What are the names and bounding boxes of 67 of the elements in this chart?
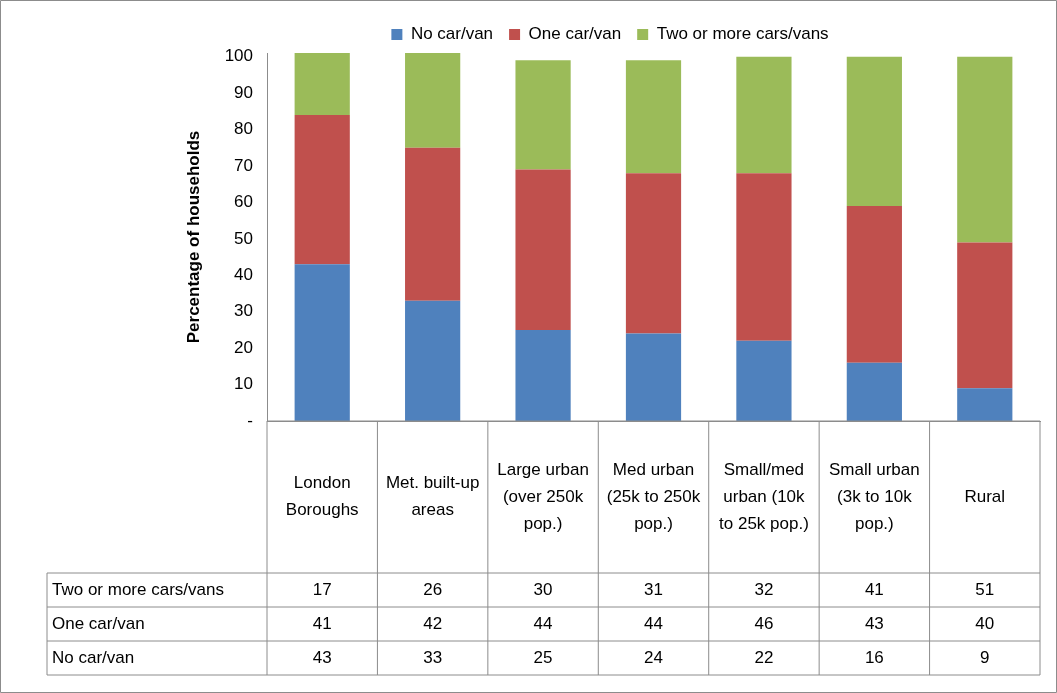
- legend-label: No car/van: [410, 24, 494, 44]
- x-tick-label: Large urban (over 250k pop.): [497, 459, 589, 533]
- data-label: 22: [754, 647, 774, 667]
- y-tick-label: -: [247, 410, 253, 430]
- y-axis-title: Percentage of households: [183, 130, 203, 344]
- bar: [625, 60, 682, 174]
- data-label: 31: [644, 579, 663, 599]
- y-tick-label: 50: [234, 228, 253, 248]
- y-tick-label: 80: [234, 119, 253, 139]
- data-label: 30: [533, 579, 553, 599]
- bar: [405, 300, 461, 421]
- text: No car/van: [52, 647, 135, 667]
- data-label: 32: [754, 579, 774, 599]
- y-tick-label: 20: [234, 337, 253, 357]
- legend-label: One car/van: [528, 24, 622, 44]
- y-tick-label: 30: [234, 301, 253, 321]
- bar: [846, 206, 902, 363]
- data-label: 41: [312, 613, 332, 633]
- bar: [405, 147, 461, 301]
- bar: [736, 56, 792, 174]
- data-label: 46: [754, 613, 774, 633]
- bar: [846, 362, 902, 421]
- y-tick-label: 90: [234, 82, 253, 102]
- legend-label: Two or more cars/vans: [656, 24, 829, 44]
- bar: [405, 53, 461, 148]
- bar: [957, 242, 1013, 389]
- data-label: 41: [864, 579, 884, 599]
- bar: [736, 173, 792, 341]
- bar: [515, 169, 571, 330]
- data-label: 26: [423, 579, 443, 599]
- bar: [294, 264, 350, 421]
- bar: [294, 53, 350, 115]
- bar: [957, 56, 1013, 243]
- data-label: 17: [312, 579, 332, 599]
- y-tick-label: 60: [234, 192, 253, 212]
- text: One car/van: [52, 613, 145, 633]
- y-tick-label: 70: [234, 155, 253, 175]
- x-tick-label: Small urban (3k to 10k pop.): [829, 459, 920, 533]
- text: Two or more cars/vans: [52, 579, 224, 599]
- bar: [957, 388, 1013, 421]
- data-label: 44: [644, 613, 663, 633]
- data-label: 42: [423, 613, 443, 633]
- data-label: 40: [975, 613, 995, 633]
- bar: [294, 114, 350, 265]
- data-label: 43: [864, 613, 884, 633]
- data-label: 16: [864, 647, 884, 667]
- bar: [625, 173, 682, 334]
- bar: [515, 60, 571, 170]
- data-label: 25: [533, 647, 553, 667]
- bar: [736, 340, 792, 421]
- y-tick-label: 100: [224, 46, 253, 66]
- data-label: 9: [980, 647, 990, 667]
- bar: [515, 329, 571, 421]
- data-label: 44: [533, 613, 553, 633]
- x-tick-label: Rural: [964, 486, 1006, 506]
- y-tick-label: 40: [234, 264, 253, 284]
- bar: [625, 333, 682, 421]
- x-tick-label: Small/med urban (10k to 25k pop.): [719, 459, 809, 533]
- x-tick-label: London Boroughs: [285, 473, 359, 520]
- data-label: 33: [423, 647, 443, 667]
- x-tick-label: Met. built-up areas: [385, 473, 480, 520]
- data-label: 51: [975, 579, 995, 599]
- bar: [846, 56, 902, 207]
- y-tick-label: 10: [234, 374, 253, 394]
- data-label: 43: [312, 647, 332, 667]
- data-label: 24: [644, 647, 663, 667]
- x-tick-label: Med urban (25k to 250k pop.): [606, 459, 701, 533]
